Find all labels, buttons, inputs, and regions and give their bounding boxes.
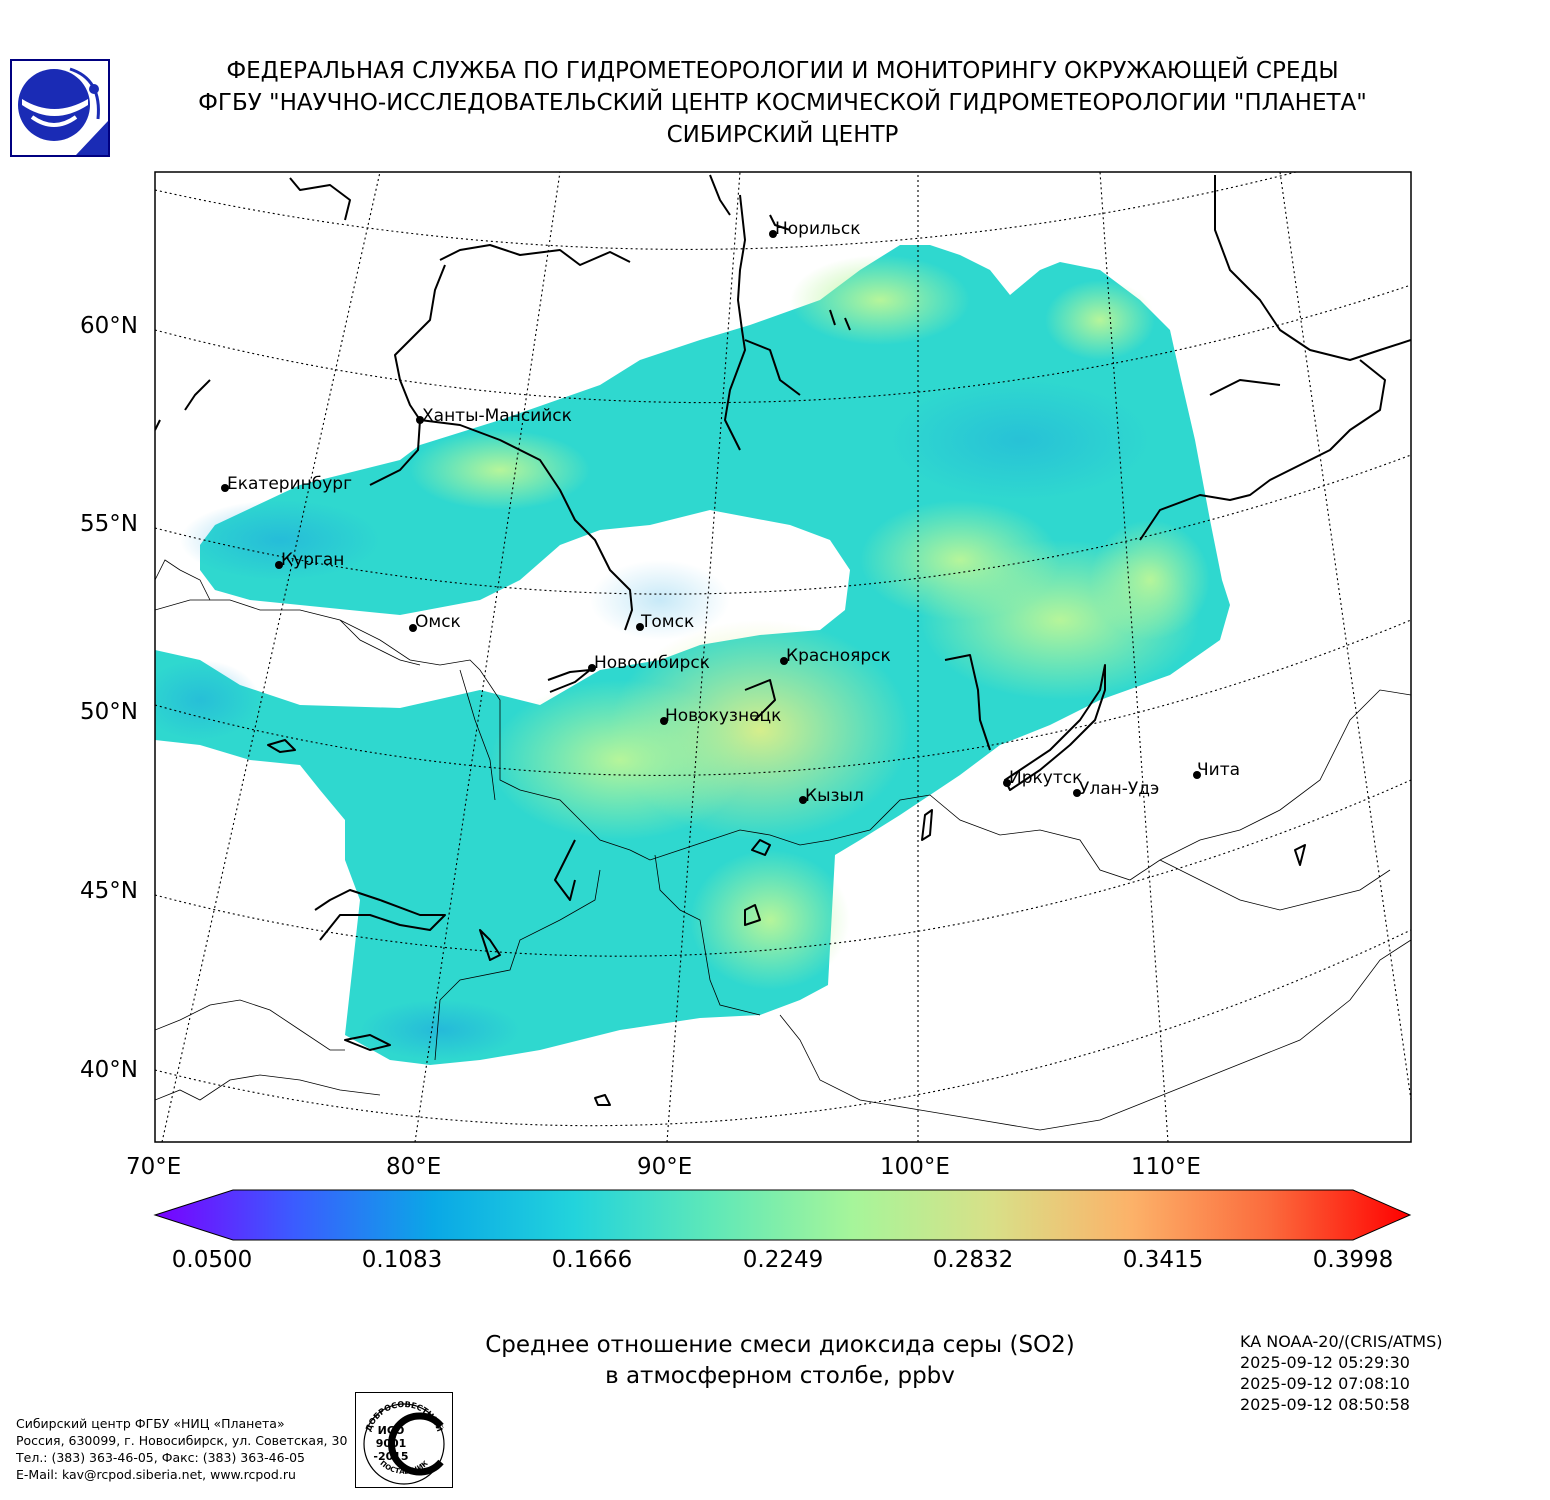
- lon-label-80: 80°E: [386, 1154, 441, 1180]
- address-line: Россия, 630099, г. Новосибирск, ул. Сове…: [16, 1433, 348, 1448]
- iso-9001-badge: ДОБРОСОВЕСТНЫЙ ПОСТАВЩИК ИСО 9001 -2015: [355, 1392, 453, 1488]
- city-label-ulan-ude: Улан-Удэ: [1079, 779, 1159, 799]
- address-line: Тел.: (383) 363-46-05, Факс: (383) 363-4…: [16, 1450, 306, 1465]
- city-label-norilsk: Норильск: [775, 219, 861, 239]
- colorbar-tick: 0.2249: [743, 1247, 823, 1273]
- organization-header: ФЕДЕРАЛЬНАЯ СЛУЖБА ПО ГИДРОМЕТЕОРОЛОГИИ …: [150, 55, 1415, 151]
- longitude-labels: 70°E 80°E 90°E 100°E 110°E: [126, 1154, 1201, 1180]
- contact-address: Сибирский центр ФГБУ «НИЦ «Планета» Росс…: [16, 1415, 347, 1483]
- city-label-khanty-mansiysk: Ханты-Мансийск: [422, 406, 572, 426]
- longitude-lines: [161, 172, 1411, 1142]
- address-line: Сибирский центр ФГБУ «НИЦ «Планета»: [16, 1416, 285, 1431]
- city-label-krasnoyarsk: Красноярск: [786, 646, 891, 666]
- city-label-kyzyl: Кызыл: [805, 786, 864, 806]
- pass-time: 2025-09-12 08:50:58: [1240, 1395, 1410, 1414]
- colorbar-bar: [153, 1189, 1412, 1241]
- map-frame: [154, 171, 1412, 1143]
- city-label-irkutsk: Иркутск: [1009, 768, 1082, 788]
- map-caption: Среднее отношение смеси диоксида серы (S…: [400, 1330, 1160, 1392]
- colorbar-tick-labels: 0.0500 0.1083 0.1666 0.2249 0.2832 0.341…: [172, 1247, 1393, 1273]
- header-line-2: ФГБУ "НАУЧНО-ИССЛЕДОВАТЕЛЬСКИЙ ЦЕНТР КОС…: [198, 90, 1367, 116]
- lat-label-55: 55°N: [80, 511, 138, 537]
- planeta-logo: [10, 59, 110, 157]
- colorbar-tick: 0.3415: [1123, 1247, 1203, 1273]
- pass-time: 2025-09-12 05:29:30: [1240, 1353, 1410, 1372]
- address-line: E-Mail: kav@rcpod.siberia.net, www.rcpod…: [16, 1467, 296, 1482]
- colorbar-tick: 0.1666: [552, 1247, 632, 1273]
- lon-label-100: 100°E: [880, 1154, 950, 1180]
- lon-label-110: 110°E: [1131, 1154, 1201, 1180]
- satellite-name: KA NOAA-20/(CRIS/ATMS): [1240, 1332, 1443, 1351]
- colorbar-tick: 0.3998: [1313, 1247, 1393, 1273]
- city-label-novokuznetsk: Новокузнецк: [665, 706, 781, 726]
- lon-label-70: 70°E: [126, 1154, 181, 1180]
- svg-text:ИСО: ИСО: [378, 1424, 405, 1437]
- city-labels: Норильск Ханты-Мансийск Екатеринбург Кур…: [227, 219, 1240, 806]
- colorbar-tick: 0.2832: [933, 1247, 1013, 1273]
- colorbar-tick: 0.1083: [362, 1247, 442, 1273]
- city-label-chita: Чита: [1197, 760, 1240, 780]
- caption-line-1: Среднее отношение смеси диоксида серы (S…: [485, 1332, 1075, 1358]
- country-borders: [155, 559, 1411, 1131]
- city-label-tomsk: Томск: [640, 612, 694, 632]
- pass-time: 2025-09-12 07:08:10: [1240, 1374, 1410, 1393]
- lat-label-45: 45°N: [80, 878, 138, 904]
- caption-line-2: в атмосферном столбе, ppbv: [605, 1363, 955, 1389]
- colorbar: 0.0500 0.1083 0.1666 0.2249 0.2832 0.341…: [153, 1189, 1412, 1273]
- latitude-labels: 60°N 55°N 50°N 45°N 40°N: [80, 313, 138, 1083]
- so2-map: Норильск Ханты-Мансийск Екатеринбург Кур…: [80, 171, 1412, 1180]
- city-label-omsk: Омск: [415, 612, 461, 632]
- city-label-kurgan: Курган: [281, 550, 344, 570]
- svg-text:-2015: -2015: [373, 1450, 408, 1463]
- lat-label-60: 60°N: [80, 313, 138, 339]
- svg-text:9001: 9001: [376, 1437, 407, 1450]
- colorbar-tick: 0.0500: [172, 1247, 252, 1273]
- satellite-info: KA NOAA-20/(CRIS/ATMS) 2025-09-12 05:29:…: [1240, 1331, 1443, 1415]
- latitude-lines: [155, 172, 1411, 1127]
- city-label-ekaterinburg: Екатеринбург: [227, 474, 352, 494]
- lat-label-50: 50°N: [80, 699, 138, 725]
- lat-label-40: 40°N: [80, 1057, 138, 1083]
- header-line-3: СИБИРСКИЙ ЦЕНТР: [666, 122, 899, 148]
- header-line-1: ФЕДЕРАЛЬНАЯ СЛУЖБА ПО ГИДРОМЕТЕОРОЛОГИИ …: [226, 58, 1339, 84]
- city-markers: [221, 230, 1201, 804]
- rivers-coastlines: [155, 174, 1411, 1106]
- lon-label-90: 90°E: [637, 1154, 692, 1180]
- city-label-novosibirsk: Новосибирск: [594, 653, 710, 673]
